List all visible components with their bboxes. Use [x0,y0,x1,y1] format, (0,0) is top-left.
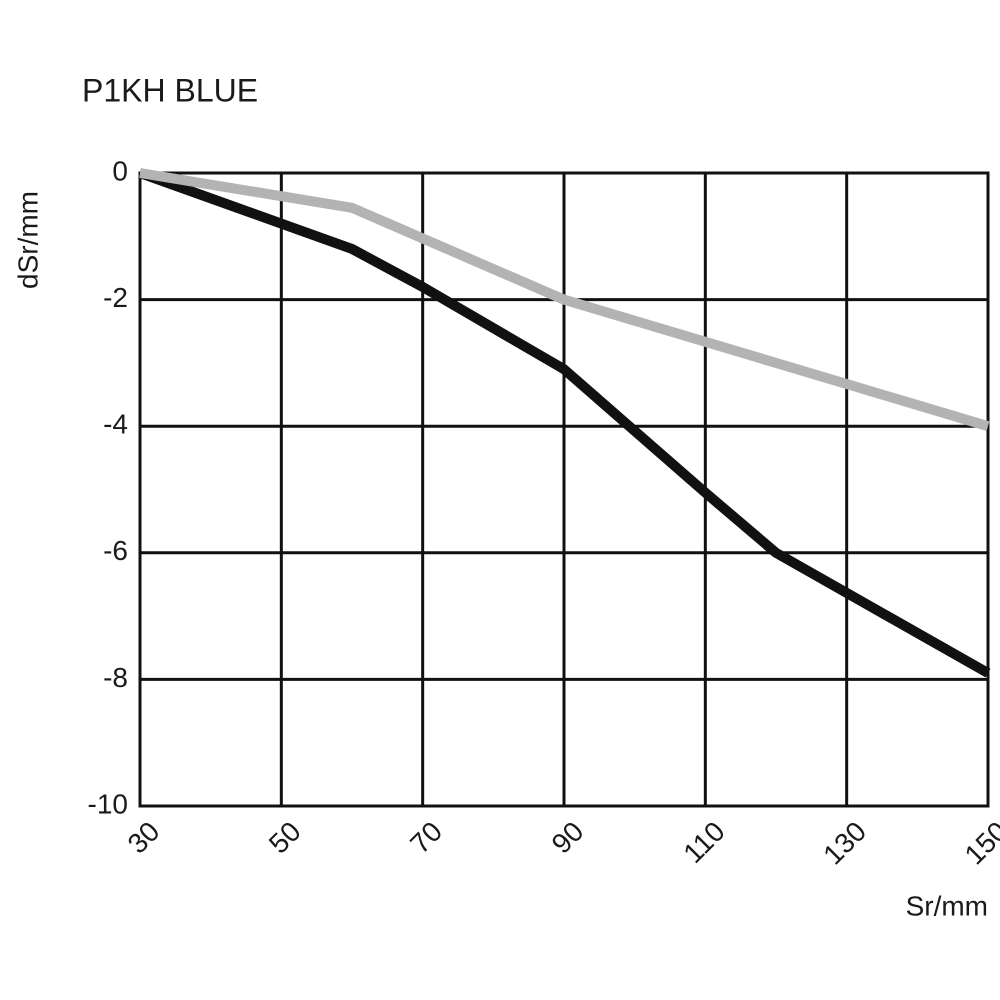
y-tick-label: -2 [103,282,128,313]
y-tick-label: -8 [103,662,128,693]
x-tick-label: 70 [404,816,448,860]
x-tick-label: 90 [546,816,590,860]
x-tick-label: 150 [959,816,1000,871]
y-tick-label: 0 [112,155,128,186]
y-tick-label: -4 [103,409,128,440]
data-line [138,168,991,678]
y-tick-label: -10 [88,788,128,819]
x-axis-label: Sr/mm [906,890,988,921]
chart-title: P1KH BLUE [82,72,258,108]
x-tick-label: 30 [122,816,166,860]
plot-frame [138,171,990,808]
data-line [139,168,990,431]
x-tick-label: 130 [817,816,872,871]
x-tick-label: 50 [263,816,307,860]
x-tick-label: 110 [677,816,730,869]
y-axis-label: dSr/mm [12,191,43,289]
y-tick-label: -6 [103,535,128,566]
